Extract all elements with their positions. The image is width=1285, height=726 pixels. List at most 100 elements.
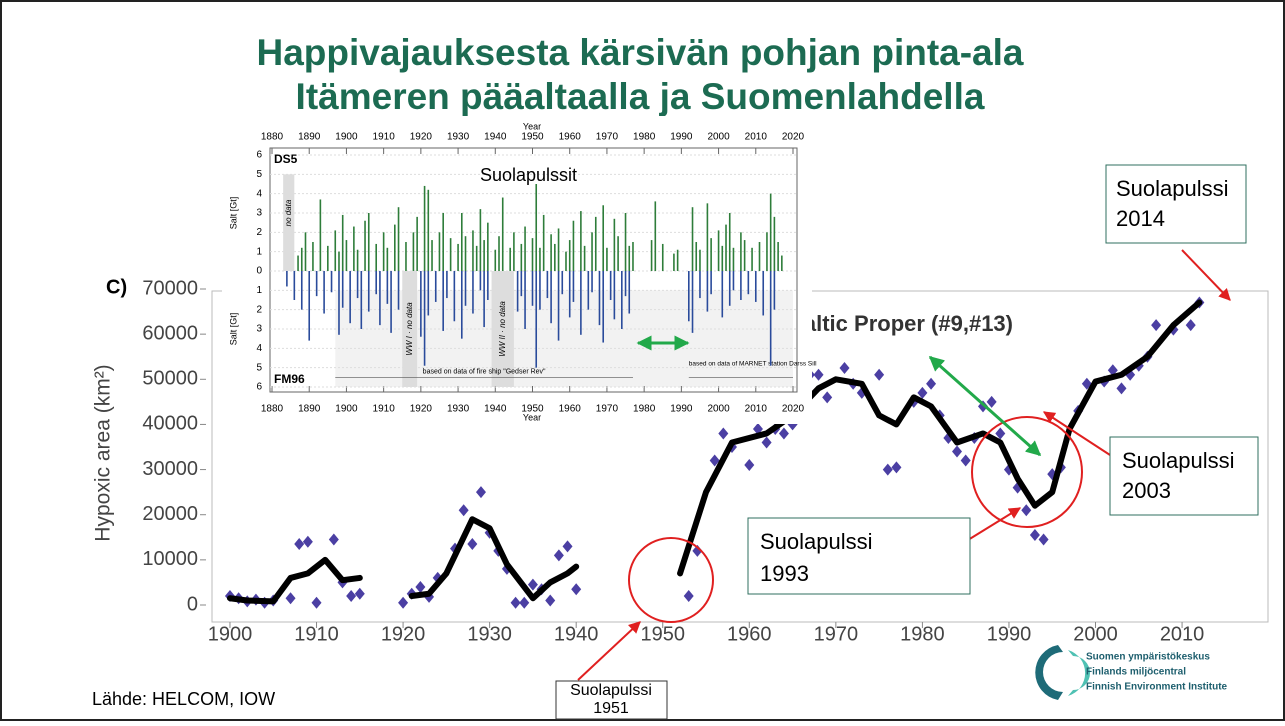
bar (580, 211, 582, 271)
data-point (891, 461, 902, 474)
bar (572, 220, 575, 271)
bar (613, 271, 616, 320)
x-tick-label: 2000 (707, 132, 730, 143)
bar (550, 271, 552, 324)
bar (691, 207, 694, 271)
data-point (822, 391, 833, 404)
arrow (577, 621, 641, 681)
bar (673, 253, 675, 271)
bar (520, 243, 523, 271)
bar (706, 271, 709, 312)
bar (632, 242, 634, 271)
bar (695, 242, 698, 271)
x-tick-label: 1990 (987, 623, 1032, 645)
data-point (917, 386, 928, 399)
bar (628, 245, 631, 271)
bar (740, 271, 742, 300)
y-tick-label: 3 (256, 324, 262, 335)
x-tick-label: 1920 (410, 132, 433, 143)
bar (364, 220, 366, 271)
bar (732, 271, 735, 291)
note: no data (284, 199, 293, 226)
callout-text: 1993 (760, 561, 809, 586)
bar (587, 271, 590, 310)
bar (624, 271, 627, 297)
bar (539, 271, 541, 310)
bar (442, 213, 444, 271)
note: based on data of fire ship "Gedser Rev" (423, 368, 546, 375)
bar (598, 271, 601, 326)
bar (602, 271, 605, 343)
y-axis-label: Hypoxic area (km²) (92, 364, 115, 541)
bar (472, 230, 474, 271)
bar (457, 243, 459, 271)
x-tick-label: 1910 (373, 132, 396, 143)
bar (293, 271, 296, 300)
y-tick-label: 1 (256, 285, 262, 296)
bar (781, 255, 783, 271)
bar (327, 245, 329, 271)
x-tick-label: 2010 (745, 404, 768, 415)
y-tick-label: 6 (256, 382, 262, 393)
bar (300, 271, 303, 310)
x-tick-label: 1920 (381, 623, 426, 645)
bar (721, 271, 724, 318)
bar (453, 271, 456, 322)
y-tick-label: 70000 (142, 277, 198, 299)
bar (531, 238, 534, 271)
data-point (527, 578, 538, 591)
bar (691, 271, 694, 333)
inset-chart: 1880 1880 1890 1890 1900 1900 1910 1910 1920 1920… (222, 116, 817, 424)
bar (754, 271, 757, 302)
bar (609, 271, 612, 300)
double-arrow (928, 355, 1042, 457)
bar (535, 271, 538, 368)
bar (487, 222, 489, 271)
bar (397, 271, 400, 310)
callout-text: Suolapulssi (1122, 448, 1235, 473)
callout-box (1109, 436, 1259, 516)
arrow (1181, 249, 1231, 301)
x-tick-label: 2010 (1160, 623, 1205, 645)
bar (743, 240, 746, 271)
data-point (562, 540, 573, 553)
bar (661, 243, 664, 271)
bar (725, 224, 727, 271)
y-tick-label: 30000 (142, 458, 198, 480)
y-tick-label: 0 (256, 266, 262, 277)
x-tick-label: 1900 (208, 623, 253, 645)
bottom-label: FM96 (274, 372, 305, 386)
bar (769, 271, 772, 366)
bar (300, 247, 303, 271)
x-tick-label: 1960 (727, 623, 772, 645)
x-tick-label: 2020 (782, 132, 805, 143)
bar (312, 242, 314, 271)
bar (732, 247, 735, 271)
y-tick-label: 40000 (142, 413, 198, 435)
bar (483, 240, 485, 271)
arrow (967, 507, 1022, 541)
bar (591, 232, 593, 271)
bar (501, 197, 504, 271)
bar (434, 271, 437, 302)
logo-text: Finlands miljöcentral (1086, 667, 1186, 678)
x-tick-label: 1930 (467, 623, 512, 645)
bar (356, 249, 359, 271)
data-point (813, 368, 824, 381)
callout-text: Suolapulssi (570, 682, 652, 699)
bar (535, 184, 538, 271)
x-tick-label: 1950 (521, 132, 544, 143)
bar (341, 271, 344, 308)
bar (740, 232, 742, 271)
title: Itämeren pääaltaalla ja Suomenlahdella (296, 76, 985, 117)
bar (747, 271, 750, 295)
bar (580, 271, 582, 335)
x-tick-label: 1900 (335, 132, 358, 143)
data-point (458, 504, 469, 517)
x-tick-label: 1930 (447, 404, 470, 415)
bar (367, 271, 370, 312)
bar (583, 245, 586, 271)
logo-mark (1068, 650, 1090, 696)
bar (460, 213, 463, 271)
arrow (1042, 411, 1111, 456)
